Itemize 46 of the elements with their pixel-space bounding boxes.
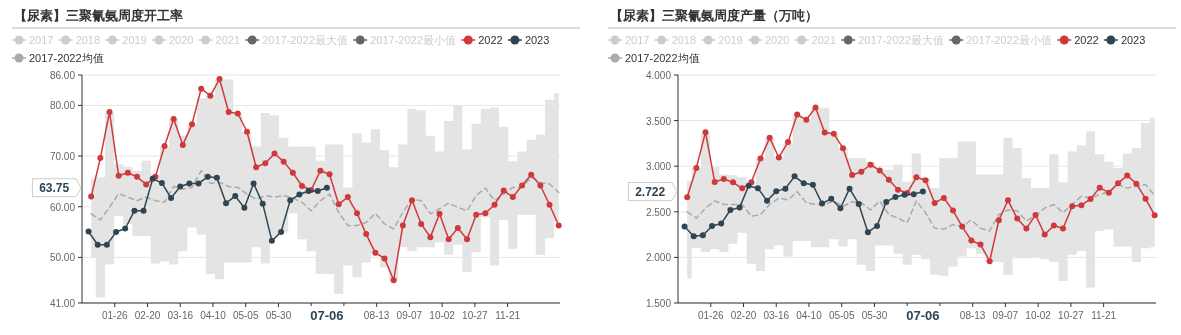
y-tick-label: 86.00: [49, 70, 76, 81]
x-tick-label: 02-20: [134, 310, 161, 321]
x-tick-label: 01-26: [101, 310, 128, 321]
legend-label: 2022: [1074, 34, 1099, 46]
y-tick-label: 1.500: [645, 298, 672, 309]
legend-label: 2023: [524, 34, 550, 46]
x-tick-label: 08-13: [959, 310, 986, 321]
y-tick-label: 2.000: [645, 252, 672, 264]
x-tick-label: 05-05: [828, 310, 855, 321]
text: 07-06: [906, 308, 940, 323]
x-tick-label: 09-07: [396, 310, 423, 321]
y-tick-label: 3.000: [645, 161, 672, 173]
y-tick-label: 60.00: [49, 201, 76, 213]
x-tick-label: 03-16: [763, 310, 790, 321]
x-tick-label: 02-20: [730, 310, 757, 321]
x-tick-label: 10-27: [1058, 310, 1085, 321]
x-tick-label: 05-05: [232, 310, 259, 321]
x-tick-label: 11-21: [495, 310, 521, 321]
text: 07-06: [310, 308, 344, 323]
chart-title: 【尿素】三聚氰氨周度开工率: [14, 8, 183, 23]
legend-label: 2023: [1120, 34, 1146, 46]
x-tick-label: 04-10: [796, 310, 823, 321]
text: 2.722: [635, 184, 666, 199]
x-tick-label: 10-02: [1025, 310, 1052, 321]
x-tick-label: 03-16: [167, 310, 194, 321]
x-tick-label: 05-30: [265, 310, 292, 321]
y-tick-label: 80.00: [49, 100, 76, 112]
legend-label: 2017-2022均值: [29, 52, 104, 64]
x-tick-label: 09-07: [992, 310, 1019, 321]
y-tick-label: 2.500: [645, 206, 672, 218]
text: 63.75: [39, 180, 70, 195]
y-tick-label: 4.000: [645, 70, 672, 81]
x-tick-label: 01-26: [697, 310, 724, 321]
chart-title: 【尿素】三聚氰氨周度产量（万吨）: [610, 8, 818, 23]
x-tick-label: 05-30: [861, 310, 888, 321]
y-tick-label: 70.00: [49, 151, 76, 163]
x-tick-label: 10-02: [429, 310, 456, 321]
x-tick-label: 10-27: [462, 310, 489, 321]
y-tick-label: 50.00: [49, 252, 76, 264]
x-tick-label: 04-10: [200, 310, 227, 321]
x-tick-label: 11-21: [1091, 310, 1117, 321]
y-tick-label: 3.500: [645, 115, 672, 127]
x-tick-label: 08-13: [363, 310, 390, 321]
y-tick-label: 41.00: [49, 298, 76, 309]
legend-label: 2022: [478, 34, 503, 46]
legend-label: 2017-2022均值: [625, 52, 700, 64]
